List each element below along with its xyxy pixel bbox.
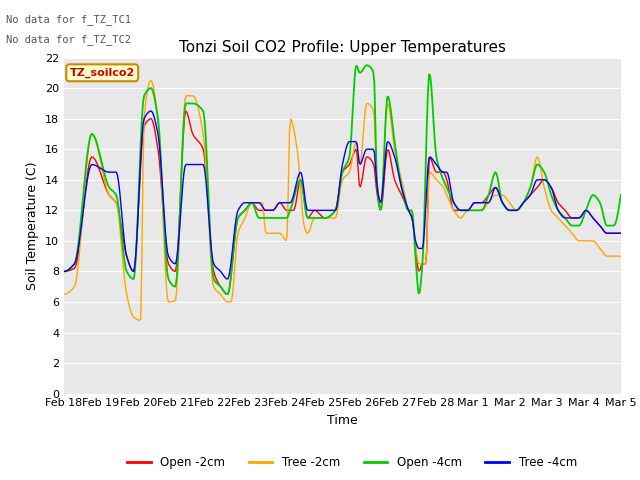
Y-axis label: Soil Temperature (C): Soil Temperature (C) — [26, 161, 39, 290]
Text: No data for f_TZ_TC2: No data for f_TZ_TC2 — [6, 34, 131, 45]
Text: No data for f_TZ_TC1: No data for f_TZ_TC1 — [6, 14, 131, 25]
Legend: Open -2cm, Tree -2cm, Open -4cm, Tree -4cm: Open -2cm, Tree -2cm, Open -4cm, Tree -4… — [122, 452, 582, 474]
Text: TZ_soilco2: TZ_soilco2 — [70, 68, 135, 78]
Title: Tonzi Soil CO2 Profile: Upper Temperatures: Tonzi Soil CO2 Profile: Upper Temperatur… — [179, 40, 506, 55]
X-axis label: Time: Time — [327, 414, 358, 427]
